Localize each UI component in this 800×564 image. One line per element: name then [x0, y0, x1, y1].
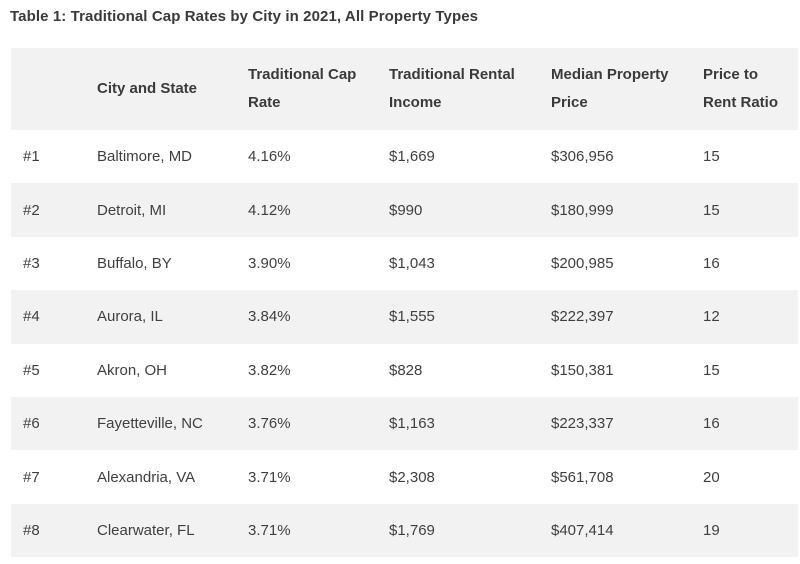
rental-income-cell: $1,163 — [389, 396, 551, 451]
header-median-price-label: Median Property Price — [551, 66, 669, 111]
cap-rate-cell: 3.71% — [248, 450, 389, 504]
header-rank — [11, 48, 97, 130]
ratio-cell: 15 — [703, 343, 798, 397]
table-row: #3 Buffalo, BY 3.90% $1,043 $200,985 16 — [11, 236, 798, 291]
rental-income-cell: $1,043 — [389, 236, 551, 291]
table-row: #4 Aurora, IL 3.84% $1,555 $222,397 12 — [11, 290, 798, 344]
rank-cell: #6 — [11, 396, 97, 451]
table-row: #1 Baltimore, MD 4.16% $1,669 $306,956 1… — [11, 130, 798, 184]
rank-cell: #5 — [11, 343, 97, 397]
rank-cell: #1 — [11, 130, 97, 184]
median-price-cell: $561,708 — [551, 450, 703, 504]
rank-cell: #2 — [11, 183, 97, 237]
city-cell: Alexandria, VA — [97, 450, 248, 504]
city-cell: Aurora, IL — [97, 290, 248, 344]
cap-rate-cell: 4.16% — [248, 130, 389, 184]
rental-income-cell: $1,555 — [389, 290, 551, 344]
table-header-row: City and State Traditional Cap Rate Trad… — [11, 48, 798, 130]
median-price-cell: $407,414 — [551, 503, 703, 558]
median-price-cell: $223,337 — [551, 396, 703, 451]
header-city-state-label: City and State — [97, 80, 198, 97]
rental-income-cell: $1,669 — [389, 130, 551, 184]
ratio-cell: 20 — [703, 450, 798, 504]
ratio-cell: 16 — [703, 396, 798, 451]
header-price-rent-ratio-label: Price to Rent Ratio — [703, 66, 778, 111]
header-city-state: City and State — [97, 48, 248, 130]
cap-rate-cell: 3.84% — [248, 290, 389, 344]
ratio-cell: 16 — [703, 236, 798, 291]
median-price-cell: $180,999 — [551, 183, 703, 237]
rank-cell: #7 — [11, 450, 97, 504]
rank-cell: #3 — [11, 236, 97, 291]
rental-income-cell: $990 — [389, 183, 551, 237]
table-row: #2 Detroit, MI 4.12% $990 $180,999 15 — [11, 183, 798, 237]
rental-income-cell: $1,769 — [389, 503, 551, 558]
ratio-cell: 19 — [703, 503, 798, 558]
table-row: #6 Fayetteville, NC 3.76% $1,163 $223,33… — [11, 396, 798, 451]
city-cell: Akron, OH — [97, 343, 248, 397]
city-cell: Buffalo, BY — [97, 236, 248, 291]
median-price-cell: $150,381 — [551, 343, 703, 397]
rank-cell: #8 — [11, 503, 97, 558]
cap-rate-cell: 3.82% — [248, 343, 389, 397]
ratio-cell: 15 — [703, 130, 798, 184]
table-row: #8 Clearwater, FL 3.71% $1,769 $407,414 … — [11, 503, 798, 558]
median-price-cell: $222,397 — [551, 290, 703, 344]
table-title: Table 1: Traditional Cap Rates by City i… — [10, 8, 479, 25]
city-cell: Clearwater, FL — [97, 503, 248, 558]
median-price-cell: $200,985 — [551, 236, 703, 291]
ratio-cell: 12 — [703, 290, 798, 344]
header-rental-income: Traditional Rental Income — [389, 48, 551, 130]
rental-income-cell: $2,308 — [389, 450, 551, 504]
cap-rate-cell: 3.76% — [248, 396, 389, 451]
cap-rate-table: City and State Traditional Cap Rate Trad… — [11, 48, 798, 558]
city-cell: Fayetteville, NC — [97, 396, 248, 451]
header-cap-rate: Traditional Cap Rate — [248, 48, 389, 130]
cap-rate-cell: 4.12% — [248, 183, 389, 237]
rank-cell: #4 — [11, 290, 97, 344]
cap-rate-cell: 3.90% — [248, 236, 389, 291]
table-row: #5 Akron, OH 3.82% $828 $150,381 15 — [11, 343, 798, 397]
median-price-cell: $306,956 — [551, 130, 703, 184]
ratio-cell: 15 — [703, 183, 798, 237]
city-cell: Detroit, MI — [97, 183, 248, 237]
cap-rate-cell: 3.71% — [248, 503, 389, 558]
table-row: #7 Alexandria, VA 3.71% $2,308 $561,708 … — [11, 450, 798, 504]
header-price-rent-ratio: Price to Rent Ratio — [703, 48, 798, 130]
rental-income-cell: $828 — [389, 343, 551, 397]
city-cell: Baltimore, MD — [97, 130, 248, 184]
header-median-price: Median Property Price — [551, 48, 703, 130]
header-rental-income-label: Traditional Rental Income — [389, 66, 515, 111]
header-cap-rate-label: Traditional Cap Rate — [248, 66, 357, 111]
